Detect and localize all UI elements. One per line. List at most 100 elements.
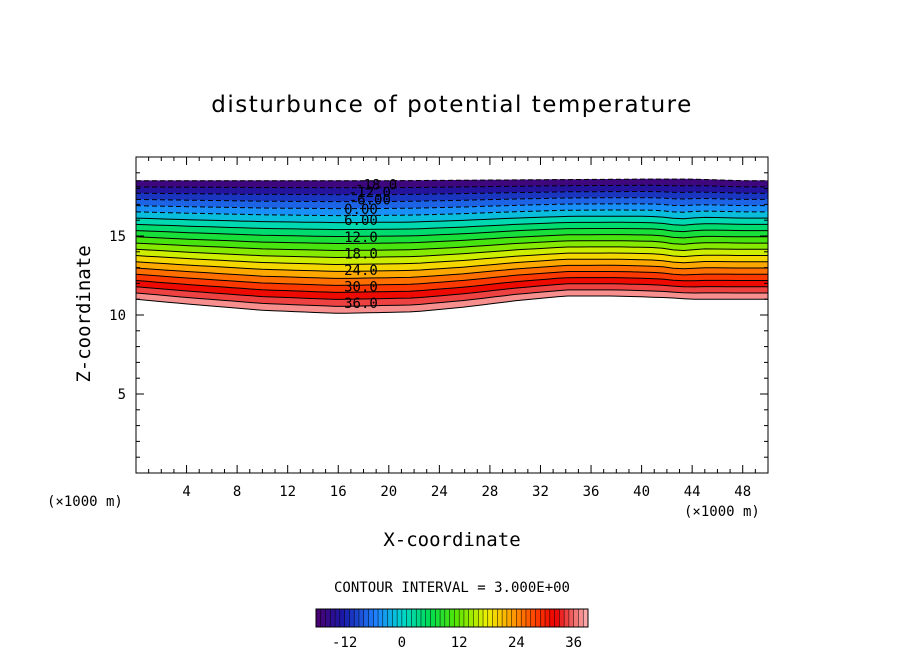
colorbar-swatch <box>320 609 326 627</box>
colorbar-swatch <box>401 609 407 627</box>
contour-line <box>136 228 768 237</box>
colorbar-swatch <box>435 609 441 627</box>
x-tick-label: 8 <box>233 484 241 500</box>
contour-line <box>136 184 768 189</box>
contour-label: -18.0 <box>355 178 397 194</box>
contour-label: 0.00 <box>344 202 378 218</box>
contour-line <box>136 289 768 307</box>
colorbar: -12 0 12 24 36 <box>315 608 589 651</box>
contour-label: -6.00 <box>349 193 391 209</box>
colorbar-swatch <box>478 609 484 627</box>
colorbar-swatch <box>378 609 384 627</box>
colorbar-swatch <box>440 609 446 627</box>
contour-line <box>136 203 768 210</box>
contour-line <box>136 271 768 286</box>
colorbar-swatch <box>549 609 555 627</box>
colorbar-swatch <box>363 609 369 627</box>
colorbar-swatch <box>454 609 460 627</box>
colorbar-swatch <box>473 609 479 627</box>
contour-label: 6.00 <box>344 213 378 229</box>
contour-line <box>136 197 768 203</box>
contour-line <box>136 283 768 300</box>
contour-label: 36.0 <box>344 296 378 312</box>
contour-label: -12.0 <box>349 185 391 201</box>
y-axis-label: Z-coordinate <box>73 245 95 382</box>
contour-label: 18.0 <box>344 246 378 262</box>
contour-line <box>136 240 768 251</box>
colorbar-swatch <box>564 609 570 627</box>
colorbar-swatch <box>578 609 584 627</box>
colorbar-swatch <box>545 609 551 627</box>
colorbar-swatch <box>335 609 341 627</box>
colorbar-swatch <box>468 609 474 627</box>
colorbar-swatch <box>559 609 565 627</box>
colorbar-swatch <box>368 609 374 627</box>
plot-area: -18.0-12.0-6.000.006.0012.018.024.030.03… <box>136 178 768 314</box>
x-tick-label: 12 <box>279 484 296 500</box>
colorbar-swatch <box>502 609 508 627</box>
contour-line <box>136 221 768 231</box>
contour-label: 24.0 <box>344 263 378 279</box>
colorbar-swatch <box>416 609 422 627</box>
x-tick-label: 20 <box>380 484 397 500</box>
contour-line <box>136 252 768 266</box>
colorbar-swatch <box>487 609 493 627</box>
colorbar-swatch <box>506 609 512 627</box>
colorbar-swatch <box>492 609 498 627</box>
colorbar-swatch <box>382 609 388 627</box>
colorbar-swatch <box>330 609 336 627</box>
contour-line <box>136 295 768 314</box>
colorbar-swatch <box>316 609 322 627</box>
colorbar-swatch <box>411 609 417 627</box>
colorbar-swatch <box>449 609 455 627</box>
x-tick-label: 44 <box>684 484 701 500</box>
chart-title: disturbunce of potential temperature <box>211 92 693 118</box>
contour-label: 12.0 <box>344 230 378 246</box>
colorbar-swatch <box>583 609 589 627</box>
contour-interval-label: CONTOUR INTERVAL = 3.000E+00 <box>334 580 570 596</box>
y-tick-label: 15 <box>109 229 126 245</box>
x-tick-label: 40 <box>633 484 650 500</box>
x-tick-label: 32 <box>532 484 549 500</box>
contour-line <box>136 234 768 244</box>
colorbar-swatch <box>516 609 522 627</box>
colorbar-swatch <box>530 609 536 627</box>
x-axis-label: X-coordinate <box>383 529 520 551</box>
contour-label: 30.0 <box>344 280 378 296</box>
colorbar-swatch <box>397 609 403 627</box>
colorbar-swatch <box>459 609 465 627</box>
contour-line <box>136 215 768 224</box>
colorbar-swatch <box>339 609 345 627</box>
contour-line <box>136 178 768 182</box>
colorbar-tick-label: 36 <box>565 635 582 651</box>
x-tick-label: 28 <box>481 484 498 500</box>
contour-line <box>136 264 768 279</box>
colorbar-frame <box>315 608 589 628</box>
colorbar-swatch <box>568 609 574 627</box>
colorbar-tick-label: 12 <box>451 635 468 651</box>
colorbar-swatch <box>444 609 450 627</box>
colorbar-tick-label: 24 <box>508 635 525 651</box>
x-unit-label: (×1000 m) <box>684 504 760 520</box>
colorbar-tick-label: 0 <box>398 635 406 651</box>
x-tick-label: 24 <box>431 484 448 500</box>
colorbar-swatch <box>373 609 379 627</box>
colorbar-swatch <box>463 609 470 627</box>
colorbar-swatch <box>344 609 350 627</box>
colorbar-swatch <box>540 609 546 627</box>
colorbar-swatch <box>425 609 431 627</box>
colorbar-swatch <box>406 609 412 627</box>
contour-line <box>136 191 768 196</box>
colorbar-swatch <box>511 609 517 627</box>
colorbar-swatch <box>483 609 489 627</box>
colorbar-swatch <box>420 609 427 627</box>
colorbar-swatch <box>497 609 503 627</box>
colorbar-swatch <box>387 609 393 627</box>
contour-line <box>136 209 768 217</box>
colorbar-swatch <box>358 609 365 627</box>
contour-line <box>136 258 768 272</box>
colorbar-swatch <box>521 609 527 627</box>
y-tick-label: 10 <box>109 308 126 324</box>
